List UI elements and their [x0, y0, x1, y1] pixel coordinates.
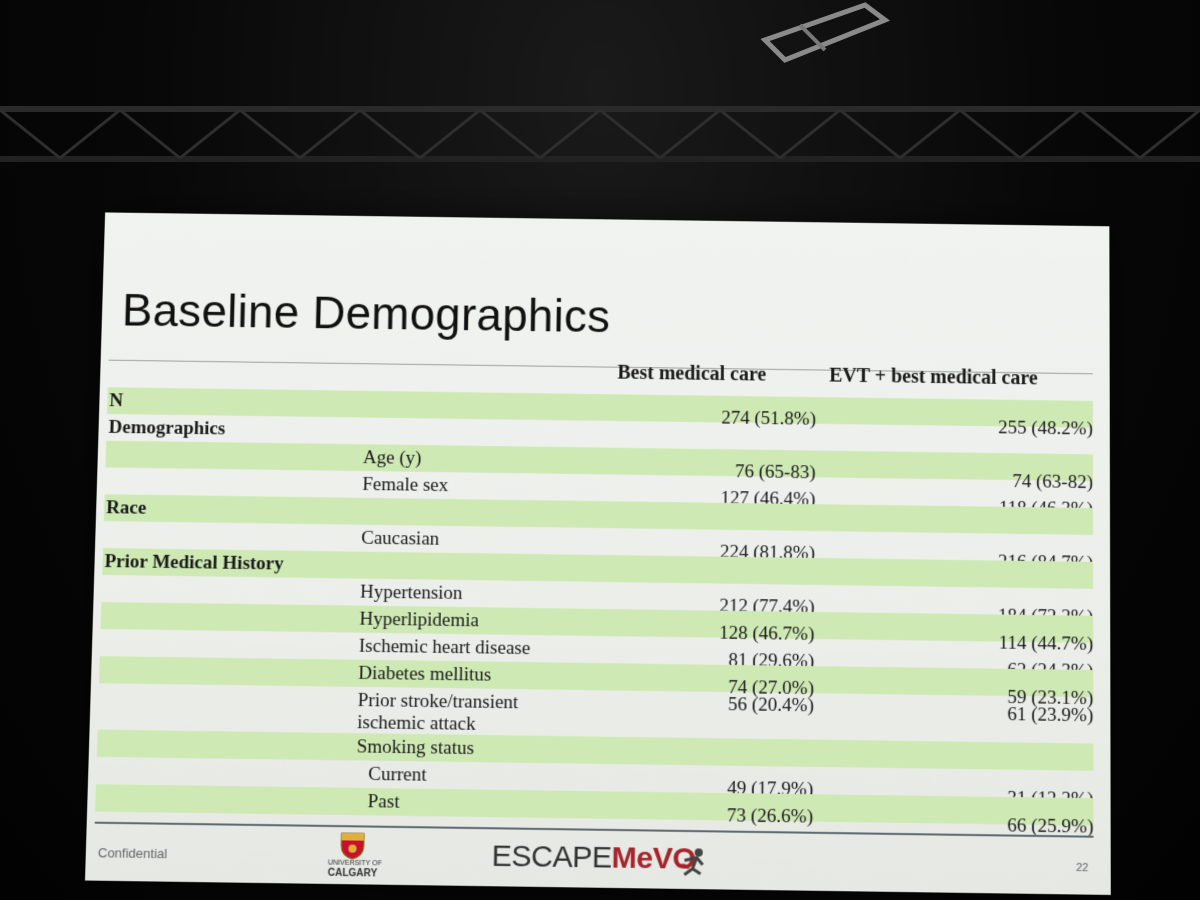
escape-mevo-logo: ESCAPEMeVO [491, 839, 695, 876]
row-label: Prior stroke/transient ischemic attack [357, 690, 589, 738]
confidential-label: Confidential [98, 845, 168, 861]
row-label: Hypertension [360, 582, 463, 605]
running-figure-icon [676, 846, 711, 877]
column-header-best-medical-care: Best medical care [617, 362, 766, 387]
cell-evt-best-medical-care: 61 (23.9%) [1007, 704, 1093, 727]
row-label: Ischemic heart disease [359, 636, 531, 660]
cell-best-medical-care: 73 (26.6%) [727, 805, 813, 829]
column-header-evt-best-medical-care: EVT + best medical care [829, 365, 1037, 391]
row-label: Current [368, 764, 427, 787]
stage-truss [0, 98, 1200, 178]
section-heading: Demographics [108, 417, 225, 440]
section-heading: Prior Medical History [104, 551, 284, 575]
stage-light-fixture [755, 0, 895, 65]
crest-icon [339, 831, 366, 860]
logo-escape-text: ESCAPE [491, 839, 611, 874]
presentation-slide: Baseline Demographics Best medical care … [85, 212, 1111, 895]
cell-best-medical-care: 56 (20.4%) [728, 694, 814, 717]
row-label: Female sex [362, 474, 448, 497]
demographics-table: N 274 (51.8%) 255 (48.2%) Demographics Age (… [95, 387, 1093, 825]
row-label: Age (y) [363, 447, 422, 470]
section-heading: Race [106, 497, 147, 519]
university-line-2: CALGARY [328, 868, 377, 880]
section-heading: N [109, 390, 123, 412]
row-label: Hyperlipidemia [359, 609, 479, 633]
footer-divider [95, 822, 1094, 838]
slide-title: Baseline Demographics [121, 283, 610, 343]
university-line-1: UNIVERSITY OF [328, 860, 382, 868]
row-label: Diabetes mellitus [358, 663, 491, 687]
page-number: 22 [1076, 862, 1088, 874]
row-label: Past [367, 791, 399, 814]
university-of-calgary-logo: UNIVERSITY OF CALGARY [327, 831, 377, 885]
row-label: Caucasian [361, 528, 439, 551]
row-label: Smoking status [356, 736, 474, 760]
